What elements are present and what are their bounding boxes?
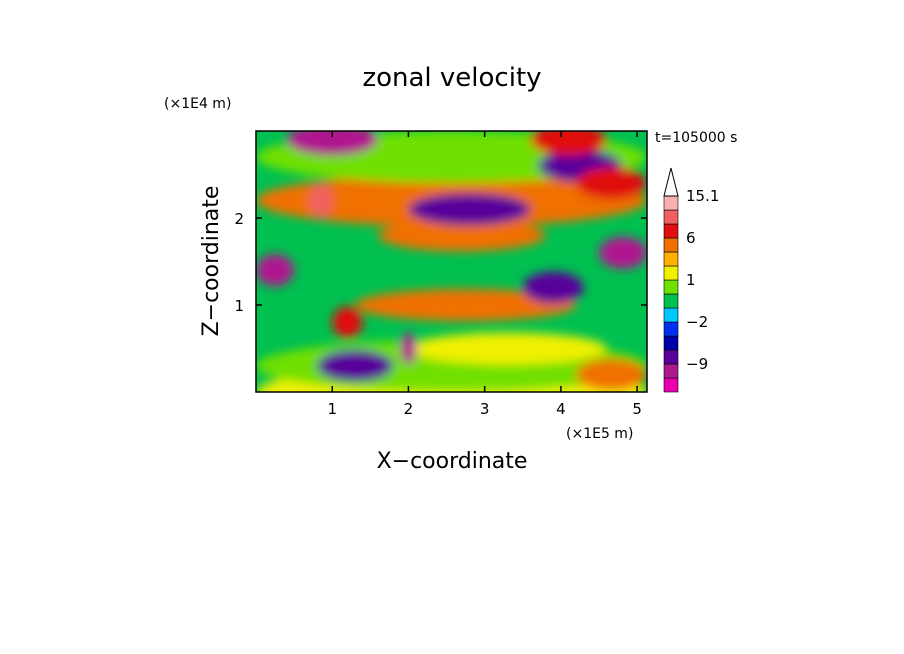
field-region-13 (316, 349, 394, 382)
field-region-17 (530, 131, 607, 156)
field-region-6 (377, 219, 546, 252)
colorbar-segment (663, 335, 679, 351)
x-tick-label: 1 (327, 400, 337, 418)
plot-frame (255, 130, 648, 393)
x-tick-label: 5 (632, 400, 642, 418)
colorbar-segment (663, 363, 679, 379)
colorbar-segment (663, 349, 679, 365)
y-axis: 12 (234, 210, 647, 315)
colorbar-segment (663, 209, 679, 225)
colorbar-segment (663, 265, 679, 281)
x-axis-label: X−coordinate (377, 449, 528, 474)
field-region-7 (408, 193, 531, 226)
field-region-9 (576, 167, 647, 200)
y-axis-label: Z−coordinate (199, 186, 224, 337)
x-tick-label: 2 (404, 400, 414, 418)
colorbar-segment (663, 195, 679, 211)
field-region-4 (408, 332, 607, 365)
colorbar-label: 15.1 (686, 187, 719, 205)
x-unit-label: (×1E5 m) (566, 426, 633, 442)
heatmap-field (256, 131, 647, 392)
field-region-5 (355, 289, 577, 321)
x-tick-label: 3 (480, 400, 490, 418)
y-tick-label: 1 (234, 297, 244, 315)
time-label: t=105000 s (655, 130, 737, 146)
field-region-11 (522, 271, 584, 304)
y-tick-label: 2 (234, 210, 244, 228)
colorbar-label: 1 (686, 271, 696, 289)
colorbar-segment (663, 237, 679, 253)
y-unit-label: (×1E4 m) (164, 96, 231, 112)
field-region-14 (400, 332, 417, 365)
colorbar-extend-arrow (663, 167, 679, 197)
colorbar-label: −2 (686, 313, 708, 331)
colorbar-segment (663, 307, 679, 323)
colorbar-segment (663, 293, 679, 309)
colorbar-label: −9 (686, 355, 708, 373)
field-region-10 (598, 236, 647, 269)
colorbar-segment (663, 223, 679, 239)
colorbar-segment (663, 377, 679, 393)
field-region-16 (286, 131, 378, 156)
chart-title: zonal velocity (362, 63, 541, 93)
colorbar-segment (663, 251, 679, 267)
field-region-19 (332, 306, 363, 339)
colorbar: 15.1 6 1 −2 −9 (663, 167, 719, 393)
x-tick-label: 4 (556, 400, 566, 418)
colorbar-segment (663, 279, 679, 295)
field-region-18 (309, 184, 333, 217)
colorbar-segment (663, 321, 679, 337)
colorbar-label: 6 (686, 229, 696, 247)
field-region-12 (576, 358, 647, 391)
field-region-15 (256, 254, 295, 287)
x-axis: 1 2 3 4 5 (327, 131, 642, 418)
